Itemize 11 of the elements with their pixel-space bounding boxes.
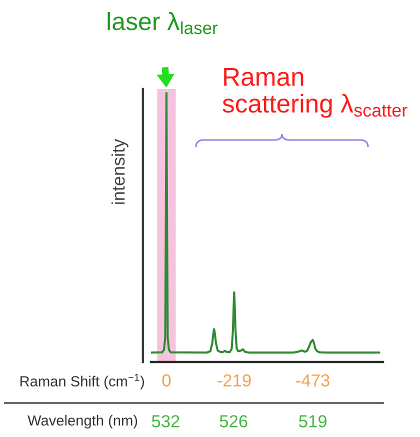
x-axis-title: Raman Shift (cm$^{−1}$) <box>20 374 144 390</box>
x-tick-label: -219 <box>218 374 251 387</box>
annotation: Raman scattering λ$_{scatter}$ <box>222 68 408 118</box>
y-axis-title: intensity <box>111 138 128 204</box>
x2-tick-label: 519 <box>299 415 326 428</box>
x-tick-label: -473 <box>296 374 330 387</box>
x-tick-label: 0 <box>162 374 171 387</box>
x2-tick-label: 526 <box>220 415 248 428</box>
band-label: laser λ$_{laser}$ <box>108 12 218 34</box>
x2-tick-label: 532 <box>152 415 180 428</box>
x2-axis-title: Wavelength (nm) <box>28 414 138 428</box>
